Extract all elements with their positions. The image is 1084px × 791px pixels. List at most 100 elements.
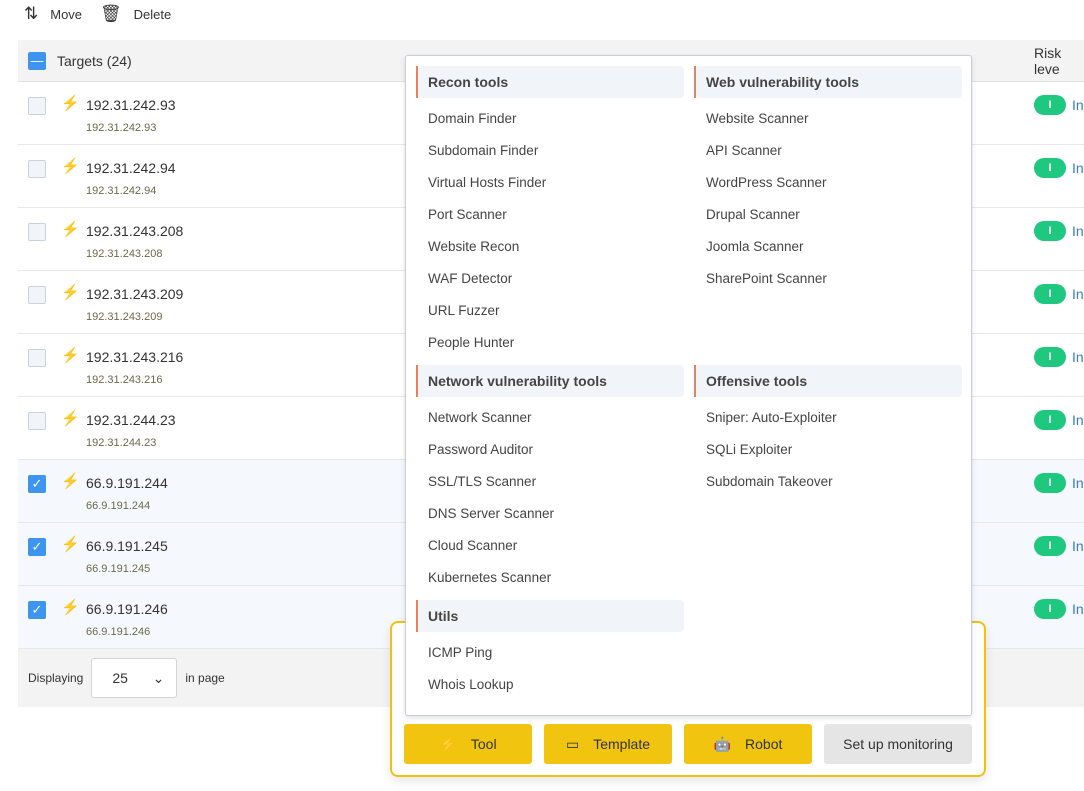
menu-section-title: Utils <box>416 600 684 632</box>
menu-section-title: Web vulnerability tools <box>694 66 962 98</box>
menu-item[interactable]: Sniper: Auto-Exploiter <box>706 410 837 425</box>
bolt-icon: ⚡ <box>61 347 80 364</box>
bolt-icon: ⚡ <box>61 410 80 427</box>
bolt-icon: ⚡ <box>439 735 457 752</box>
menu-item[interactable]: Subdomain Finder <box>428 143 539 158</box>
target-subtitle: 192.31.243.208 <box>86 248 163 260</box>
menu-item[interactable]: SQLi Exploiter <box>706 442 793 457</box>
target-ip[interactable]: 66.9.191.245 <box>86 538 168 554</box>
menu-item[interactable]: WAF Detector <box>428 271 513 286</box>
menu-section: Recon tools Domain Finder Subdomain Finder… <box>416 66 684 359</box>
menu-section-title: Offensive tools <box>694 365 962 397</box>
row-checkbox[interactable]: ✓ <box>28 538 46 556</box>
menu-section: Offensive tools Sniper: Auto-Exploiter SQL… <box>694 365 962 498</box>
menu-item[interactable]: Network Scanner <box>428 410 532 425</box>
robot-button[interactable]: 🤖 Robot <box>684 724 812 764</box>
risk-text: In <box>1072 475 1084 491</box>
tool-button[interactable]: ⚡ Tool <box>404 724 532 764</box>
set-up-monitoring-button[interactable]: Set up monitoring <box>824 724 972 764</box>
archive-icon: ▭ <box>565 735 580 752</box>
row-checkbox[interactable] <box>28 97 46 115</box>
bolt-icon: ⚡ <box>61 599 80 616</box>
trash-icon: 🗑 <box>100 4 122 23</box>
template-button[interactable]: ▭ Template <box>544 724 672 764</box>
menu-item[interactable]: People Hunter <box>428 335 515 350</box>
menu-item[interactable]: Joomla Scanner <box>706 239 804 254</box>
risk-badge: I <box>1034 536 1066 556</box>
row-checkbox[interactable] <box>28 223 46 241</box>
target-ip[interactable]: 66.9.191.246 <box>86 601 168 617</box>
bolt-icon: ⚡ <box>61 95 80 112</box>
menu-item[interactable]: Domain Finder <box>428 111 517 126</box>
target-ip[interactable]: 66.9.191.244 <box>86 475 168 491</box>
target-ip[interactable]: 192.31.242.93 <box>86 97 176 113</box>
risk-badge: I <box>1034 473 1066 493</box>
menu-item[interactable]: WordPress Scanner <box>706 175 827 190</box>
bolt-icon: ⚡ <box>61 473 80 490</box>
menu-item[interactable]: Website Recon <box>428 239 520 254</box>
row-checkbox[interactable] <box>28 349 46 367</box>
target-ip[interactable]: 192.31.243.209 <box>86 286 184 302</box>
sort-arrows-icon: ⇅ <box>24 4 39 23</box>
toolbar: ⇅ Move 🗑 Delete <box>24 4 171 24</box>
menu-section-title: Recon tools <box>416 66 684 98</box>
page-size-select[interactable]: 25 ⌄ <box>91 658 178 698</box>
targets-header: Targets (24) <box>57 52 132 69</box>
move-button[interactable]: ⇅ Move <box>24 4 82 24</box>
menu-item[interactable]: Virtual Hosts Finder <box>428 175 547 190</box>
menu-item[interactable]: ICMP Ping <box>428 645 493 660</box>
row-checkbox[interactable]: ✓ <box>28 601 46 619</box>
select-all-checkbox[interactable]: — <box>28 51 46 70</box>
target-subtitle: 192.31.242.93 <box>86 122 157 134</box>
monitoring-label: Set up monitoring <box>843 736 953 752</box>
risk-text: In <box>1072 223 1084 239</box>
bolt-icon: ⚡ <box>61 284 80 301</box>
risk-badge: I <box>1034 599 1066 619</box>
menu-item[interactable]: URL Fuzzer <box>428 303 500 318</box>
target-subtitle: 66.9.191.245 <box>86 563 151 575</box>
risk-text: In <box>1072 601 1084 617</box>
target-subtitle: 66.9.191.246 <box>86 626 151 638</box>
menu-item[interactable]: Kubernetes Scanner <box>428 570 552 585</box>
risk-text: In <box>1072 160 1084 176</box>
delete-button[interactable]: 🗑 Delete <box>100 4 171 24</box>
target-ip[interactable]: 192.31.243.208 <box>86 223 184 239</box>
target-ip[interactable]: 192.31.244.23 <box>86 412 176 428</box>
robot-label: Robot <box>745 736 783 752</box>
bolt-icon: ⚡ <box>61 221 80 238</box>
row-checkbox[interactable] <box>28 412 46 430</box>
target-ip[interactable]: 192.31.243.216 <box>86 349 184 365</box>
risk-text: In <box>1072 286 1084 302</box>
risk-badge: I <box>1034 158 1066 178</box>
risk-level-header[interactable]: Risk leve <box>1034 44 1062 77</box>
menu-item[interactable]: Subdomain Takeover <box>706 474 833 489</box>
bolt-icon: ⚡ <box>61 158 80 175</box>
menu-item[interactable]: Website Scanner <box>706 111 809 126</box>
in-page-label: in page <box>185 671 225 685</box>
risk-text: In <box>1072 412 1084 428</box>
menu-item[interactable]: Whois Lookup <box>428 677 514 692</box>
target-subtitle: 192.31.243.216 <box>86 374 163 386</box>
target-subtitle: 192.31.244.23 <box>86 437 157 449</box>
menu-section: Network vulnerability tools Network Scann… <box>416 365 684 594</box>
delete-label: Delete <box>133 6 172 22</box>
row-checkbox[interactable]: ✓ <box>28 475 46 493</box>
risk-text: In <box>1072 349 1084 365</box>
menu-item[interactable]: Cloud Scanner <box>428 538 518 553</box>
menu-item[interactable]: Password Auditor <box>428 442 534 457</box>
menu-item[interactable]: DNS Server Scanner <box>428 506 555 521</box>
risk-badge: I <box>1034 347 1066 367</box>
menu-item[interactable]: SharePoint Scanner <box>706 271 827 286</box>
displaying-label: Displaying <box>28 671 84 685</box>
risk-text: In <box>1072 97 1084 113</box>
risk-badge: I <box>1034 221 1066 241</box>
risk-badge: I <box>1034 95 1066 115</box>
target-ip[interactable]: 192.31.242.94 <box>86 160 176 176</box>
row-checkbox[interactable] <box>28 286 46 304</box>
risk-badge: I <box>1034 410 1066 430</box>
menu-item[interactable]: Drupal Scanner <box>706 207 800 222</box>
menu-item[interactable]: API Scanner <box>706 143 782 158</box>
row-checkbox[interactable] <box>28 160 46 178</box>
menu-item[interactable]: Port Scanner <box>428 207 507 222</box>
menu-item[interactable]: SSL/TLS Scanner <box>428 474 537 489</box>
